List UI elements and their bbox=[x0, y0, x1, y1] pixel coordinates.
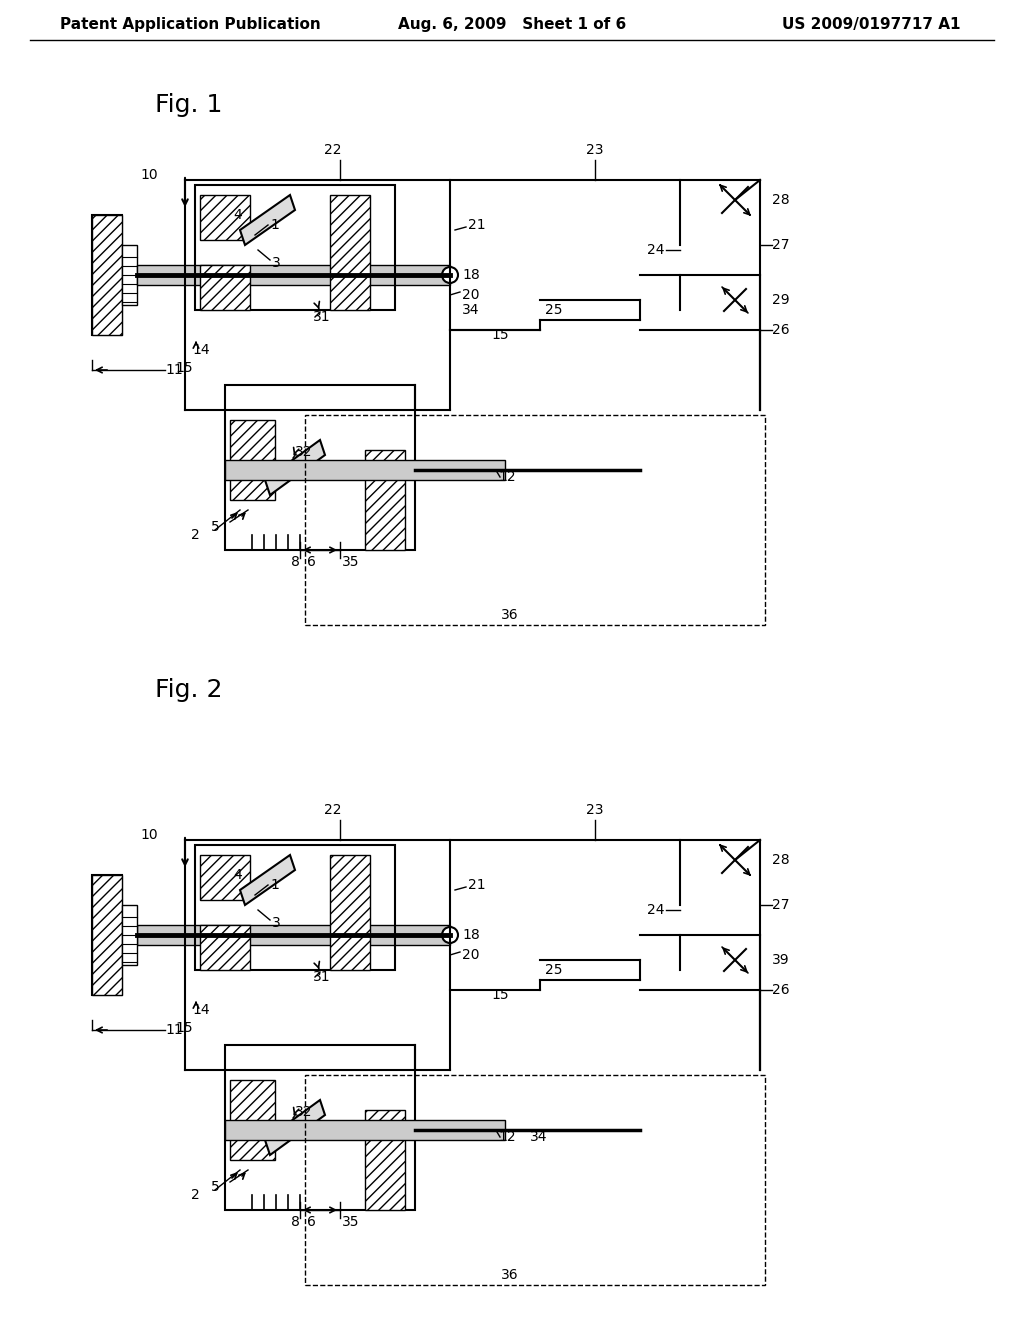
Bar bbox=[92, 215, 122, 335]
Text: 1: 1 bbox=[270, 878, 279, 892]
Text: Fig. 2: Fig. 2 bbox=[155, 678, 222, 702]
Text: 3: 3 bbox=[272, 916, 281, 931]
Text: Aug. 6, 2009   Sheet 1 of 6: Aug. 6, 2009 Sheet 1 of 6 bbox=[398, 17, 626, 33]
Polygon shape bbox=[240, 195, 295, 246]
Bar bbox=[92, 215, 122, 335]
Bar bbox=[92, 875, 122, 995]
Text: 27: 27 bbox=[772, 238, 790, 252]
Bar bbox=[230, 1080, 275, 1160]
Text: 10: 10 bbox=[140, 828, 158, 842]
Text: 22: 22 bbox=[325, 143, 342, 157]
Text: 21: 21 bbox=[468, 878, 485, 892]
Text: 3: 3 bbox=[272, 256, 281, 271]
Text: 27: 27 bbox=[772, 898, 790, 912]
Text: 4: 4 bbox=[233, 209, 242, 222]
Text: 31: 31 bbox=[313, 310, 331, 323]
Bar bbox=[195, 185, 395, 310]
Bar bbox=[305, 414, 765, 624]
Bar bbox=[330, 195, 370, 310]
Text: 14: 14 bbox=[193, 343, 210, 356]
Bar bbox=[137, 925, 450, 945]
Bar bbox=[365, 450, 406, 550]
Text: 10: 10 bbox=[140, 168, 158, 182]
Text: 15: 15 bbox=[492, 327, 509, 342]
Text: 11: 11 bbox=[165, 363, 182, 378]
Bar bbox=[200, 195, 250, 240]
Bar bbox=[122, 906, 137, 965]
Text: 20: 20 bbox=[462, 948, 479, 962]
Text: 12: 12 bbox=[498, 1130, 516, 1144]
Text: 12: 12 bbox=[498, 470, 516, 484]
Text: 32: 32 bbox=[295, 1105, 312, 1119]
Circle shape bbox=[442, 927, 458, 942]
Bar bbox=[330, 855, 370, 970]
Circle shape bbox=[442, 267, 458, 282]
Text: 18: 18 bbox=[462, 268, 480, 282]
Text: 15: 15 bbox=[175, 1020, 193, 1035]
Text: Fig. 1: Fig. 1 bbox=[155, 92, 222, 117]
Text: 34: 34 bbox=[462, 304, 479, 317]
Text: 31: 31 bbox=[313, 970, 331, 983]
Text: 35: 35 bbox=[342, 554, 359, 569]
Text: Patent Application Publication: Patent Application Publication bbox=[60, 17, 321, 33]
Text: 2: 2 bbox=[191, 1188, 200, 1203]
Text: 21: 21 bbox=[468, 218, 485, 232]
Text: 11: 11 bbox=[165, 1023, 182, 1038]
Text: 6: 6 bbox=[307, 554, 315, 569]
Text: 15: 15 bbox=[492, 987, 509, 1002]
Polygon shape bbox=[240, 855, 295, 906]
Bar bbox=[225, 385, 415, 550]
Text: 29: 29 bbox=[772, 293, 790, 308]
Bar bbox=[137, 265, 450, 285]
Bar bbox=[200, 265, 250, 310]
Bar bbox=[225, 459, 505, 480]
Bar bbox=[365, 1110, 406, 1210]
Text: 18: 18 bbox=[462, 928, 480, 942]
Text: 20: 20 bbox=[462, 288, 479, 302]
Text: 28: 28 bbox=[772, 853, 790, 867]
Bar bbox=[92, 875, 122, 995]
Text: 8: 8 bbox=[291, 1214, 299, 1229]
Text: 22: 22 bbox=[325, 803, 342, 817]
Text: 39: 39 bbox=[772, 953, 790, 968]
Text: 28: 28 bbox=[772, 193, 790, 207]
Polygon shape bbox=[265, 1100, 325, 1155]
Bar bbox=[305, 1074, 765, 1284]
Text: 32: 32 bbox=[295, 445, 312, 459]
Text: 6: 6 bbox=[307, 1214, 315, 1229]
Text: 14: 14 bbox=[193, 1003, 210, 1016]
Text: 15: 15 bbox=[175, 360, 193, 375]
Text: 35: 35 bbox=[342, 1214, 359, 1229]
Text: 24: 24 bbox=[647, 243, 665, 257]
Bar bbox=[225, 1119, 505, 1140]
Text: 23: 23 bbox=[587, 803, 604, 817]
Bar bbox=[122, 246, 137, 305]
Bar bbox=[195, 845, 395, 970]
Text: 2: 2 bbox=[191, 528, 200, 543]
Bar bbox=[200, 925, 250, 970]
Text: US 2009/0197717 A1: US 2009/0197717 A1 bbox=[781, 17, 961, 33]
Text: 25: 25 bbox=[545, 964, 562, 977]
Text: 23: 23 bbox=[587, 143, 604, 157]
Polygon shape bbox=[265, 440, 325, 495]
Bar bbox=[230, 420, 275, 500]
Text: 26: 26 bbox=[772, 983, 790, 997]
Text: 34: 34 bbox=[530, 1130, 548, 1144]
Text: 1: 1 bbox=[270, 218, 279, 232]
Text: 36: 36 bbox=[501, 1269, 519, 1282]
Text: 5: 5 bbox=[211, 1180, 220, 1195]
Text: 25: 25 bbox=[545, 304, 562, 317]
Text: 36: 36 bbox=[501, 609, 519, 622]
Text: 26: 26 bbox=[772, 323, 790, 337]
Text: 24: 24 bbox=[647, 903, 665, 917]
Text: 4: 4 bbox=[233, 869, 242, 882]
Bar bbox=[225, 1045, 415, 1210]
Bar bbox=[200, 855, 250, 900]
Text: 5: 5 bbox=[211, 520, 220, 535]
Text: 8: 8 bbox=[291, 554, 299, 569]
